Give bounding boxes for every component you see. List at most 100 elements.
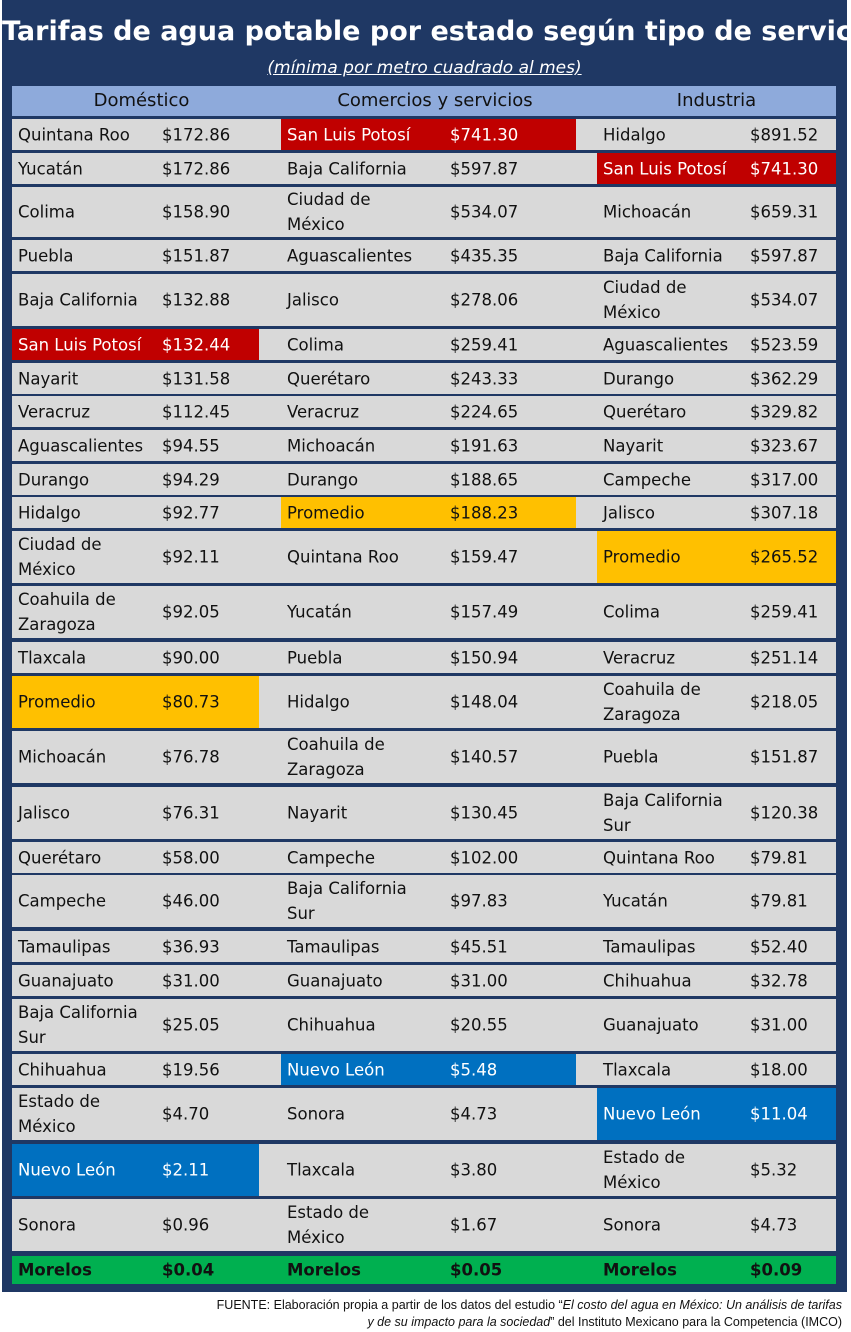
state-name: Coahuila de Zaragoza: [18, 590, 116, 634]
table-cell: Estado de México $4.70: [12, 1088, 259, 1140]
tariff-value: $435.35: [450, 246, 519, 265]
tariff-value: $278.06: [450, 290, 519, 310]
tariff-value: $5.32: [750, 1160, 798, 1180]
state-name: Nuevo León: [18, 1160, 116, 1180]
state-name: Durango: [287, 470, 359, 489]
state-name: Morelos: [603, 1260, 677, 1280]
state-name: Promedio: [287, 503, 365, 522]
tariff-value: $0.04: [162, 1260, 215, 1280]
state-name: Coahuila de Zaragoza: [603, 680, 701, 724]
table-row: Guanajuato $31.00 Guanajuato $31.00 Chihuahu…: [12, 965, 836, 996]
tariff-value: $132.88: [162, 290, 231, 310]
tariff-value: $224.65: [450, 402, 519, 421]
tariff-value: $3.80: [450, 1160, 498, 1180]
state-name: Guanajuato: [287, 971, 383, 990]
table-cell: Nayarit $130.45: [281, 787, 576, 839]
tariff-value: $307.18: [750, 503, 819, 522]
state-name: Estado de México: [287, 1203, 370, 1247]
table-cell: Quintana Roo $172.86: [12, 119, 259, 150]
state-name: Colima: [18, 202, 75, 222]
state-name: Campeche: [287, 848, 376, 867]
tariff-value: $159.47: [450, 547, 519, 567]
tariff-value: $36.93: [162, 937, 220, 956]
table-row: Yucatán $172.86 Baja California $597.87 San …: [12, 153, 836, 184]
tariff-value: $0.05: [450, 1260, 503, 1280]
tariff-value: $534.07: [450, 202, 519, 222]
tariff-value: $151.87: [162, 246, 231, 265]
tariff-value: $659.31: [750, 202, 819, 222]
source-prefix: FUENTE: Elaboración propia a partir de l…: [216, 1298, 563, 1312]
tariff-value: $172.86: [162, 159, 231, 178]
tariff-value: $317.00: [750, 470, 819, 489]
table-cell: Promedio $188.23: [281, 497, 576, 528]
state-name: Colima: [287, 335, 344, 354]
state-name: Morelos: [287, 1260, 361, 1280]
table-cell: San Luis Potosí $741.30: [281, 119, 576, 150]
table-row: Ciudad de México $92.11 Quintana Roo $159.4…: [12, 531, 836, 583]
tariff-value: $741.30: [750, 159, 819, 178]
column-header-comercios: Comercios y servicios: [337, 90, 533, 111]
tariff-value: $323.67: [750, 436, 819, 455]
tariff-value: $58.00: [162, 848, 220, 867]
tariff-value: $1.67: [450, 1215, 498, 1235]
state-name: Sonora: [287, 1104, 346, 1124]
tariff-value: $19.56: [162, 1060, 220, 1079]
tariff-value: $132.44: [162, 335, 231, 354]
state-name: Campeche: [18, 891, 107, 911]
table-row: Tlaxcala $90.00 Puebla $150.94 Veracruz $251.…: [12, 642, 836, 673]
tariff-value: $741.30: [450, 125, 519, 144]
tariff-value: $45.51: [450, 937, 508, 956]
tariff-value: $112.45: [162, 402, 231, 421]
tariff-value: $92.05: [162, 602, 220, 622]
state-name: Campeche: [603, 470, 692, 489]
table-row: Aguascalientes $94.55 Michoacán $191.63 Naya…: [12, 430, 836, 461]
table-cell: Sonora $4.73: [281, 1088, 576, 1140]
tariff-value: $4.73: [750, 1215, 798, 1235]
table-cell: Puebla $150.94: [281, 642, 576, 673]
tariff-value: $31.00: [750, 1015, 808, 1035]
state-name: Querétaro: [603, 402, 687, 421]
table-cell: Tamaulipas $52.40: [597, 931, 836, 962]
state-name: Yucatán: [18, 159, 83, 178]
state-name: Baja California Sur: [603, 791, 723, 835]
state-name: Baja California: [603, 246, 723, 265]
table-cell: Durango $362.29: [597, 363, 836, 394]
table-cell: Michoacán $76.78: [12, 731, 259, 783]
state-name: Jalisco: [603, 503, 655, 522]
state-name: Querétaro: [18, 848, 102, 867]
state-name: Sonora: [18, 1215, 77, 1235]
table-cell: Colima $259.41: [597, 586, 836, 638]
table-cell: Chihuahua $32.78: [597, 965, 836, 996]
table-cell: Sonora $4.73: [597, 1199, 836, 1251]
state-name: Michoacán: [287, 436, 376, 455]
tariff-value: $76.78: [162, 747, 220, 767]
tariff-value: $76.31: [162, 803, 220, 823]
table-row: Durango $94.29 Durango $188.65 Campeche $317.…: [12, 464, 836, 495]
tariff-value: $131.58: [162, 369, 231, 388]
tariff-value: $140.57: [450, 747, 519, 767]
state-name: Baja California Sur: [287, 879, 407, 923]
table-row: Chihuahua $19.56 Nuevo León $5.48 Tlaxcala $1…: [12, 1054, 836, 1085]
table-cell: Coahuila de Zaragoza $92.05: [12, 586, 259, 638]
table-row: San Luis Potosí $132.44 Colima $259.41 Aguas…: [12, 329, 836, 360]
tariff-value: $191.63: [450, 436, 519, 455]
state-name: Puebla: [287, 648, 343, 667]
tariff-value: $130.45: [450, 803, 519, 823]
table-cell: Michoacán $191.63: [281, 430, 576, 461]
state-name: Nuevo León: [287, 1060, 385, 1079]
tariff-value: $151.87: [750, 747, 819, 767]
state-name: Sonora: [603, 1215, 662, 1235]
state-name: Ciudad de México: [603, 278, 687, 322]
tariff-value: $11.04: [750, 1104, 808, 1124]
tariff-value: $150.94: [450, 648, 519, 667]
tariff-value: $259.41: [450, 335, 519, 354]
tariff-value: $97.83: [450, 891, 508, 911]
table-row: Baja California $132.88 Jalisco $278.06 Ciud…: [12, 274, 836, 326]
table-cell: Ciudad de México $534.07: [281, 187, 576, 237]
state-name: Puebla: [603, 747, 659, 767]
table-row: Quintana Roo $172.86 San Luis Potosí $741.3…: [12, 119, 836, 150]
tariff-value: $251.14: [750, 648, 819, 667]
table-row: Estado de México $4.70 Sonora $4.73 Nuevo Le…: [12, 1088, 836, 1140]
tariff-value: $32.78: [750, 971, 808, 990]
tariff-value: $92.11: [162, 547, 220, 567]
